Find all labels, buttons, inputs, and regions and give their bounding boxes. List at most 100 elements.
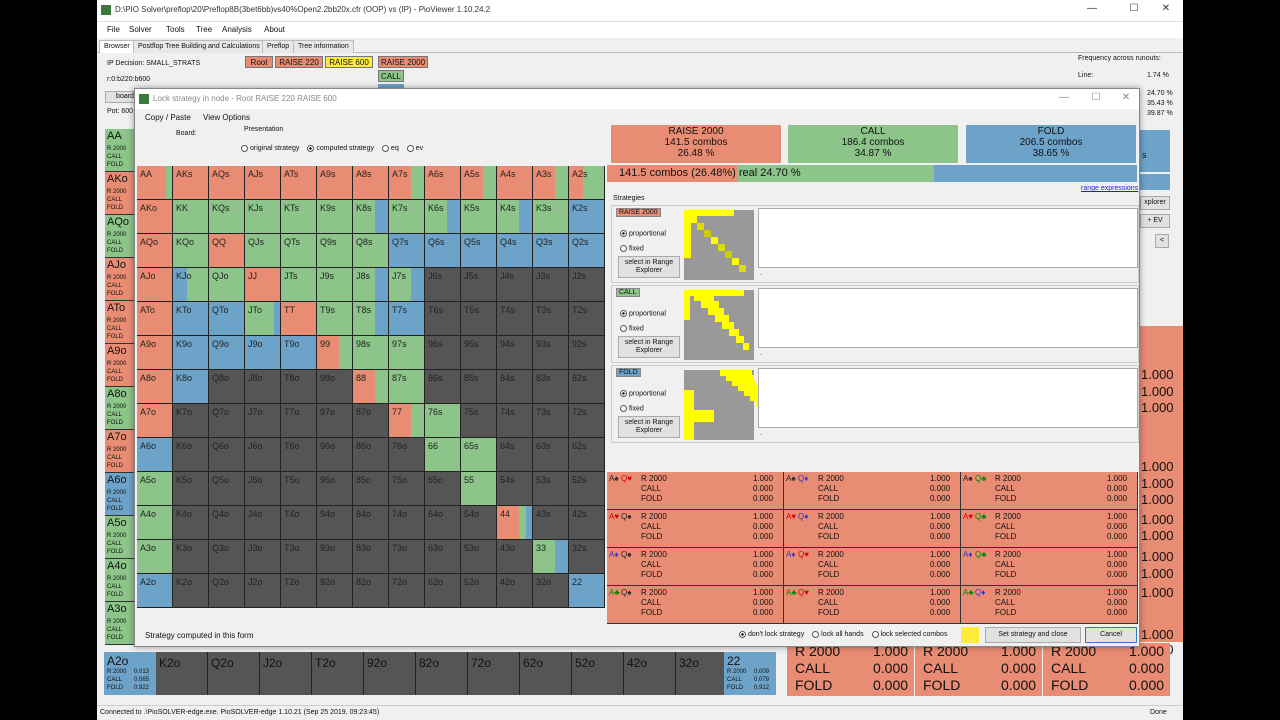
hand-cell[interactable]: 76o: [389, 438, 425, 472]
hand-cell[interactable]: A4s: [497, 166, 533, 200]
bg-bottom-cell[interactable]: T2o: [312, 652, 364, 695]
hand-cell[interactable]: 95o: [317, 472, 353, 506]
cancel-button[interactable]: Cancel: [1085, 627, 1137, 643]
hand-cell[interactable]: T4s: [497, 302, 533, 336]
hand-cell[interactable]: Q2o: [209, 574, 245, 608]
dialog-maximize-icon[interactable]: ☐: [1091, 92, 1101, 103]
hand-cell[interactable]: 82o: [353, 574, 389, 608]
hand-cell[interactable]: 96s: [425, 336, 461, 370]
minimize-icon[interactable]: —: [1087, 3, 1097, 14]
action-0[interactable]: RAISE 2000 141.5 combos 26.48 %: [611, 125, 781, 163]
hand-cell[interactable]: J3o: [245, 540, 281, 574]
select-in-range-explorer-button[interactable]: select in Range Explorer: [618, 336, 680, 358]
hand-cell[interactable]: QJs: [245, 234, 281, 268]
dialog-minimize-icon[interactable]: —: [1059, 92, 1069, 103]
hand-cell[interactable]: J7o: [245, 404, 281, 438]
hand-cell[interactable]: 88: [353, 370, 389, 404]
hand-cell[interactable]: K3s: [533, 200, 569, 234]
combo-cell[interactable]: A♣ Q♠ R 2000 1.000 CALL 0.000 FOLD 0.000: [607, 586, 783, 623]
hand-cell[interactable]: 43o: [497, 540, 533, 574]
hand-cell[interactable]: A8o: [137, 370, 173, 404]
combo-cell[interactable]: A♦ Q♥ R 2000 1.000 CALL 0.000 FOLD 0.000: [784, 548, 960, 585]
hand-cell[interactable]: 62s: [569, 438, 605, 472]
hand-cell[interactable]: 98s: [353, 336, 389, 370]
hand-cell[interactable]: J2s: [569, 268, 605, 302]
hand-cell[interactable]: 54o: [461, 506, 497, 540]
hand-cell[interactable]: 74o: [389, 506, 425, 540]
hand-cell[interactable]: ATo: [137, 302, 173, 336]
hand-cell[interactable]: T7o: [281, 404, 317, 438]
hand-cell[interactable]: 75o: [389, 472, 425, 506]
hand-cell[interactable]: 92s: [569, 336, 605, 370]
hand-cell[interactable]: Q2s: [569, 234, 605, 268]
tab-browser[interactable]: Browser: [99, 40, 135, 53]
hand-cell[interactable]: 66: [425, 438, 461, 472]
hand-cell[interactable]: A4o: [137, 506, 173, 540]
hand-cell[interactable]: 84o: [353, 506, 389, 540]
hand-cell[interactable]: Q7s: [389, 234, 425, 268]
strategy-textarea[interactable]: [758, 368, 1138, 428]
menu-file[interactable]: File: [107, 25, 120, 34]
dialog-menu-view-options[interactable]: View Options: [203, 113, 250, 122]
ev-button[interactable]: + EV: [1140, 214, 1170, 228]
hand-cell[interactable]: Q4o: [209, 506, 245, 540]
strategy-textarea[interactable]: [758, 208, 1138, 268]
hand-cell[interactable]: 83o: [353, 540, 389, 574]
hand-cell[interactable]: 95s: [461, 336, 497, 370]
hand-cell[interactable]: Q3o: [209, 540, 245, 574]
menu-tools[interactable]: Tools: [166, 25, 185, 34]
hand-cell[interactable]: QQ: [209, 234, 245, 268]
hand-cell[interactable]: A6s: [425, 166, 461, 200]
hand-cell[interactable]: T4o: [281, 506, 317, 540]
combo-cell[interactable]: A♦ Q♣ R 2000 1.000 CALL 0.000 FOLD 0.000: [961, 548, 1137, 585]
tree-node-raise220[interactable]: RAISE 220: [275, 56, 323, 68]
hand-cell[interactable]: KTs: [281, 200, 317, 234]
hand-cell[interactable]: A2o: [137, 574, 173, 608]
combo-cell[interactable]: A♠ Q♥ R 2000 1.000 CALL 0.000 FOLD 0.000: [607, 472, 783, 509]
hand-cell[interactable]: A5s: [461, 166, 497, 200]
hand-cell[interactable]: T6o: [281, 438, 317, 472]
hand-cell[interactable]: 55: [461, 472, 497, 506]
hand-cell[interactable]: QTo: [209, 302, 245, 336]
hand-cell[interactable]: 76s: [425, 404, 461, 438]
combo-cell[interactable]: A♠ Q♦ R 2000 1.000 CALL 0.000 FOLD 0.000: [784, 472, 960, 509]
hand-cell[interactable]: T7s: [389, 302, 425, 336]
combo-cell[interactable]: A♦ Q♠ R 2000 1.000 CALL 0.000 FOLD 0.000: [607, 548, 783, 585]
hand-cell[interactable]: 44: [497, 506, 533, 540]
hand-cell[interactable]: K5s: [461, 200, 497, 234]
lock-option-all[interactable]: lock all hands: [812, 631, 864, 638]
presentation-ev[interactable]: ev: [406, 145, 423, 152]
hand-cell[interactable]: T8s: [353, 302, 389, 336]
bg-bottom-cell[interactable]: Q2o: [208, 652, 260, 695]
hand-cell[interactable]: AKs: [173, 166, 209, 200]
bg-bottom-cell[interactable]: 72o: [468, 652, 520, 695]
lock-option-none[interactable]: don't lock strategy: [739, 631, 804, 638]
hand-cell[interactable]: T8o: [281, 370, 317, 404]
hand-cell[interactable]: J2o: [245, 574, 281, 608]
set-strategy-button[interactable]: Set strategy and close: [985, 627, 1081, 643]
combo-cell[interactable]: A♥ Q♦ R 2000 1.000 CALL 0.000 FOLD 0.000: [784, 510, 960, 547]
menu-solver[interactable]: Solver: [129, 25, 152, 34]
hand-cell[interactable]: TT: [281, 302, 317, 336]
hand-cell[interactable]: A9o: [137, 336, 173, 370]
tree-node-call[interactable]: CALL: [378, 70, 404, 82]
presentation-original[interactable]: original strategy: [241, 145, 299, 152]
bg-bottom-cell[interactable]: J2o: [260, 652, 312, 695]
presentation-computed[interactable]: computed strategy: [307, 145, 374, 152]
hand-cell[interactable]: K4o: [173, 506, 209, 540]
tree-node-raise600[interactable]: RAISE 600: [325, 56, 373, 68]
strategy-fixed[interactable]: fixed: [620, 405, 644, 412]
hand-cell[interactable]: QJo: [209, 268, 245, 302]
lock-option-selected[interactable]: lock selected combos: [871, 631, 947, 638]
hand-cell[interactable]: AKo: [137, 200, 173, 234]
hand-cell[interactable]: KK: [173, 200, 209, 234]
hand-cell[interactable]: 32o: [533, 574, 569, 608]
hand-cell[interactable]: J7s: [389, 268, 425, 302]
hand-cell[interactable]: 53o: [461, 540, 497, 574]
hand-cell[interactable]: 97s: [389, 336, 425, 370]
hand-cell[interactable]: J3s: [533, 268, 569, 302]
hand-cell[interactable]: K2s: [569, 200, 605, 234]
hand-cell[interactable]: K7o: [173, 404, 209, 438]
hand-cell[interactable]: 85o: [353, 472, 389, 506]
hand-cell[interactable]: T2s: [569, 302, 605, 336]
